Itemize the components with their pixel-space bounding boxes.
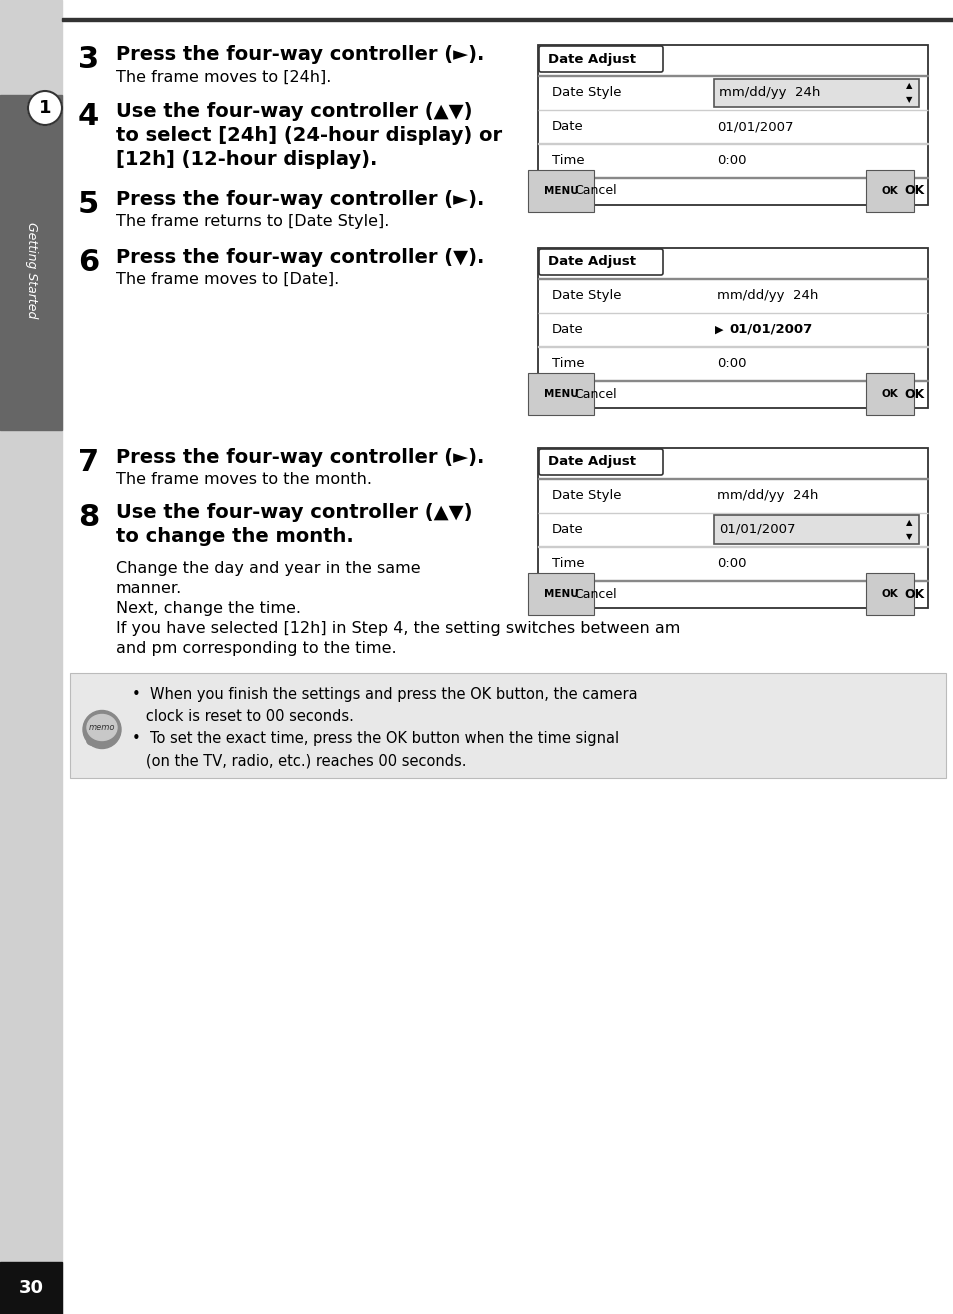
Text: Cancel: Cancel [574,184,616,197]
Text: MENU: MENU [543,187,578,196]
Text: ▼: ▼ [904,532,911,541]
Text: Date Adjust: Date Adjust [547,456,636,469]
Text: Next, change the time.: Next, change the time. [116,600,301,616]
Text: 01/01/2007: 01/01/2007 [719,523,795,536]
Text: memo: memo [89,723,115,732]
Text: MENU: MENU [543,389,578,399]
FancyBboxPatch shape [538,248,662,275]
Text: •  When you finish the settings and press the OK button, the camera: • When you finish the settings and press… [132,687,637,702]
Text: 0:00: 0:00 [717,154,746,167]
Text: Press the four-way controller (►).: Press the four-way controller (►). [116,45,484,64]
Text: ▲: ▲ [904,518,911,527]
Text: OK: OK [903,388,923,401]
Text: MENU: MENU [543,589,578,599]
Text: to change the month.: to change the month. [116,527,354,547]
Bar [537,248,927,409]
Text: The frame moves to [24h].: The frame moves to [24h]. [116,70,331,85]
Text: Date: Date [552,120,583,133]
Text: to select [24h] (24-hour display) or: to select [24h] (24-hour display) or [116,126,501,145]
Bar [70,673,945,778]
Text: Time: Time [552,154,584,167]
Text: OK: OK [882,389,898,399]
Text: ▼: ▼ [904,96,911,104]
Text: Time: Time [552,557,584,570]
FancyBboxPatch shape [538,46,662,72]
Text: Press the four-way controller (►).: Press the four-way controller (►). [116,448,484,466]
Text: [12h] (12-hour display).: [12h] (12-hour display). [116,150,377,170]
Text: 8: 8 [78,503,99,532]
Circle shape [28,91,62,125]
Text: Date: Date [552,323,583,336]
Text: 6: 6 [78,248,99,277]
Text: and pm corresponding to the time.: and pm corresponding to the time. [116,641,396,656]
Text: (on the TV, radio, etc.) reaches 00 seconds.: (on the TV, radio, etc.) reaches 00 seco… [132,753,466,767]
Bar [714,515,918,544]
Text: Date Style: Date Style [552,87,620,100]
Ellipse shape [87,715,117,741]
FancyBboxPatch shape [538,449,662,474]
Text: mm/dd/yy  24h: mm/dd/yy 24h [717,489,818,502]
Bar [0,0,62,1314]
Text: Cancel: Cancel [574,587,616,600]
Bar [0,1261,62,1314]
Bar [537,45,927,205]
Text: Date Style: Date Style [552,289,620,302]
Bar [62,18,953,21]
Text: OK: OK [903,184,923,197]
Text: OK: OK [882,589,898,599]
Text: 01/01/2007: 01/01/2007 [717,120,793,133]
Text: Press the four-way controller (►).: Press the four-way controller (►). [116,191,484,209]
Text: Date Adjust: Date Adjust [547,53,636,66]
Text: Date: Date [552,523,583,536]
Text: Change the day and year in the same: Change the day and year in the same [116,561,420,576]
Text: ▲: ▲ [904,81,911,91]
Text: 01/01/2007: 01/01/2007 [729,323,812,336]
Text: The frame moves to [Date].: The frame moves to [Date]. [116,272,339,286]
Text: 7: 7 [78,448,99,477]
Text: Date Style: Date Style [552,489,620,502]
Text: Getting Started: Getting Started [25,222,37,318]
Text: 30: 30 [18,1279,44,1297]
Text: Use the four-way controller (▲▼): Use the four-way controller (▲▼) [116,503,472,522]
Text: Use the four-way controller (▲▼): Use the four-way controller (▲▼) [116,102,472,121]
Text: 5: 5 [78,191,99,219]
Text: Time: Time [552,356,584,369]
Text: 1: 1 [39,99,51,117]
Text: The frame moves to the month.: The frame moves to the month. [116,472,372,487]
Text: manner.: manner. [116,581,182,597]
Text: Date Adjust: Date Adjust [547,255,636,268]
Text: mm/dd/yy  24h: mm/dd/yy 24h [717,289,818,302]
Text: OK: OK [882,187,898,196]
Text: 4: 4 [78,102,99,131]
Bar [0,95,62,430]
Text: 0:00: 0:00 [717,557,746,570]
Ellipse shape [87,737,101,745]
Bar [714,79,918,106]
Text: clock is reset to 00 seconds.: clock is reset to 00 seconds. [132,710,354,724]
Text: Cancel: Cancel [574,388,616,401]
Ellipse shape [83,711,121,749]
Text: ▶: ▶ [715,325,723,335]
Text: OK: OK [903,587,923,600]
Text: 0:00: 0:00 [717,356,746,369]
Text: Press the four-way controller (▼).: Press the four-way controller (▼). [116,248,484,267]
Text: If you have selected [12h] in Step 4, the setting switches between am: If you have selected [12h] in Step 4, th… [116,622,679,636]
Text: •  To set the exact time, press the OK button when the time signal: • To set the exact time, press the OK bu… [132,731,618,746]
Bar [537,448,927,608]
Text: 3: 3 [78,45,99,74]
Text: The frame returns to [Date Style].: The frame returns to [Date Style]. [116,214,389,229]
Text: mm/dd/yy  24h: mm/dd/yy 24h [719,87,820,100]
